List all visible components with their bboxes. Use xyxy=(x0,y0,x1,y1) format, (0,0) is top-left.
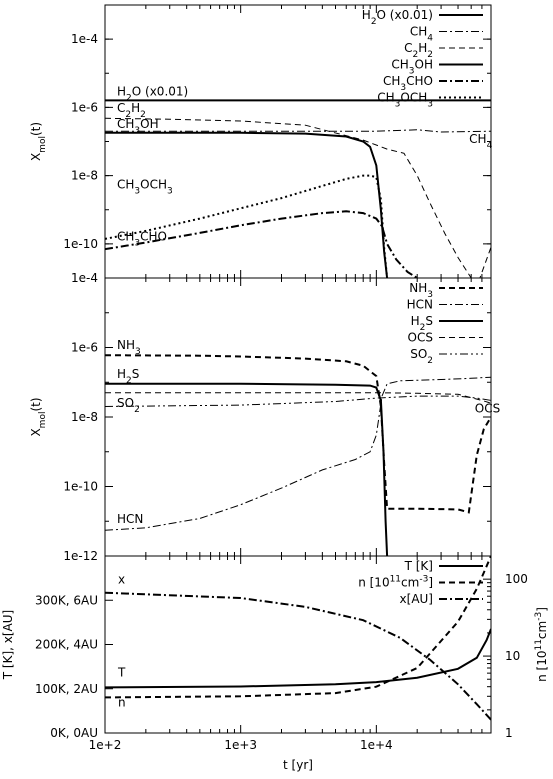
y-tick-label-3: 1e-10 xyxy=(63,480,98,494)
annotation-2: n xyxy=(118,695,126,709)
y-tick-label-2: 1e-8 xyxy=(71,410,98,424)
series-line-4 xyxy=(105,210,418,278)
annotation-0: NH3 xyxy=(117,338,141,357)
series-line-3 xyxy=(105,131,389,278)
annotation-2: SO2 xyxy=(117,396,140,415)
legend-label-4: CH3CHO xyxy=(383,74,433,93)
y-axis-label: T [K], x[AU] xyxy=(1,610,15,680)
legend-label-2: x[AU] xyxy=(400,592,433,606)
annotation-3: CH3OCH3 xyxy=(117,177,173,196)
y-tick-label-3: 1e-10 xyxy=(63,237,98,251)
legend-label-3: OCS xyxy=(408,331,433,345)
panel-2: 1e-41e-61e-81e-101e-12Xmol(t)NH3HCNH2SOC… xyxy=(29,271,500,563)
series-line-0 xyxy=(105,354,491,514)
series-line-2 xyxy=(105,591,491,721)
series-line-1 xyxy=(105,376,491,531)
y-tick-label-3: 300K, 6AU xyxy=(35,593,98,607)
legend-label-2: H2S xyxy=(411,314,433,333)
annotation-4: CH3CHO xyxy=(117,229,167,248)
series-line-3 xyxy=(105,392,491,404)
x-tick-label-0: 1e+2 xyxy=(89,738,122,752)
annotation-1: T xyxy=(117,665,126,679)
x-tick-label-1: 1e+3 xyxy=(224,738,257,752)
series-line-0 xyxy=(105,628,491,689)
y2-tick-label-2: 100 xyxy=(505,572,528,586)
y-tick-label-2: 200K, 4AU xyxy=(35,638,98,652)
legend-label-1: HCN xyxy=(407,298,433,312)
legend-label-1: CH4 xyxy=(410,25,433,44)
annotation-4: OCS xyxy=(475,401,500,415)
plot-frame xyxy=(104,277,492,557)
annotation-2: CH3OH xyxy=(117,117,159,136)
legend-label-4: SO2 xyxy=(410,347,433,366)
legend-label-0: NH3 xyxy=(409,281,433,300)
panel-3: 0K, 0AU 100K, 2AU 200K, 4AU 300K, 6AU 1 10 100… xyxy=(1,555,549,772)
legend-label-0: H2O (x0.01) xyxy=(362,8,433,27)
legend-label-3: CH3OH xyxy=(391,58,433,77)
y2-tick-label-1: 10 xyxy=(505,649,520,663)
series-line-2 xyxy=(105,382,389,556)
y-tick-label-0: 1e-4 xyxy=(71,271,98,285)
annotation-0: x xyxy=(118,572,125,586)
series-line-4 xyxy=(105,395,491,407)
y-tick-label-1: 1e-6 xyxy=(71,341,98,355)
y-tick-label-0: 0K, 0AU xyxy=(50,726,98,740)
y-axis-label: Xmol(t) xyxy=(29,397,48,436)
annotation-1: C2H2 xyxy=(117,101,146,120)
series-line-1 xyxy=(105,129,491,133)
y2-tick-label-0: 1 xyxy=(505,726,513,740)
annotation-0: H2O (x0.01) xyxy=(117,84,188,103)
legend-label-1: n [1011cm-3] xyxy=(358,575,433,590)
y-axis-label: Xmol(t) xyxy=(29,122,48,161)
y-tick-label-0: 1e-4 xyxy=(71,32,98,46)
annotation-5: CH4 xyxy=(469,132,492,151)
annotation-3: HCN xyxy=(117,512,143,526)
y-tick-label-1: 1e-6 xyxy=(71,100,98,114)
series-line-5 xyxy=(105,174,389,278)
y-tick-label-4: 1e-12 xyxy=(63,549,98,563)
legend-label-5: CH3OCH3 xyxy=(377,91,433,110)
y-tick-label-1: 100K, 2AU xyxy=(35,682,98,696)
annotation-1: H2S xyxy=(117,367,139,386)
series-line-2 xyxy=(105,117,491,278)
y2-axis-label: n [1011cm-3] xyxy=(534,607,549,682)
x-tick-label-2: 1e+4 xyxy=(360,738,393,752)
y-tick-label-2: 1e-8 xyxy=(71,169,98,183)
legend-label-2: C2H2 xyxy=(404,41,433,60)
series-line-1 xyxy=(105,556,491,699)
x-axis-label: t [yr] xyxy=(283,758,313,772)
legend-label-0: T [K] xyxy=(404,559,433,573)
plot-frame xyxy=(104,555,492,734)
